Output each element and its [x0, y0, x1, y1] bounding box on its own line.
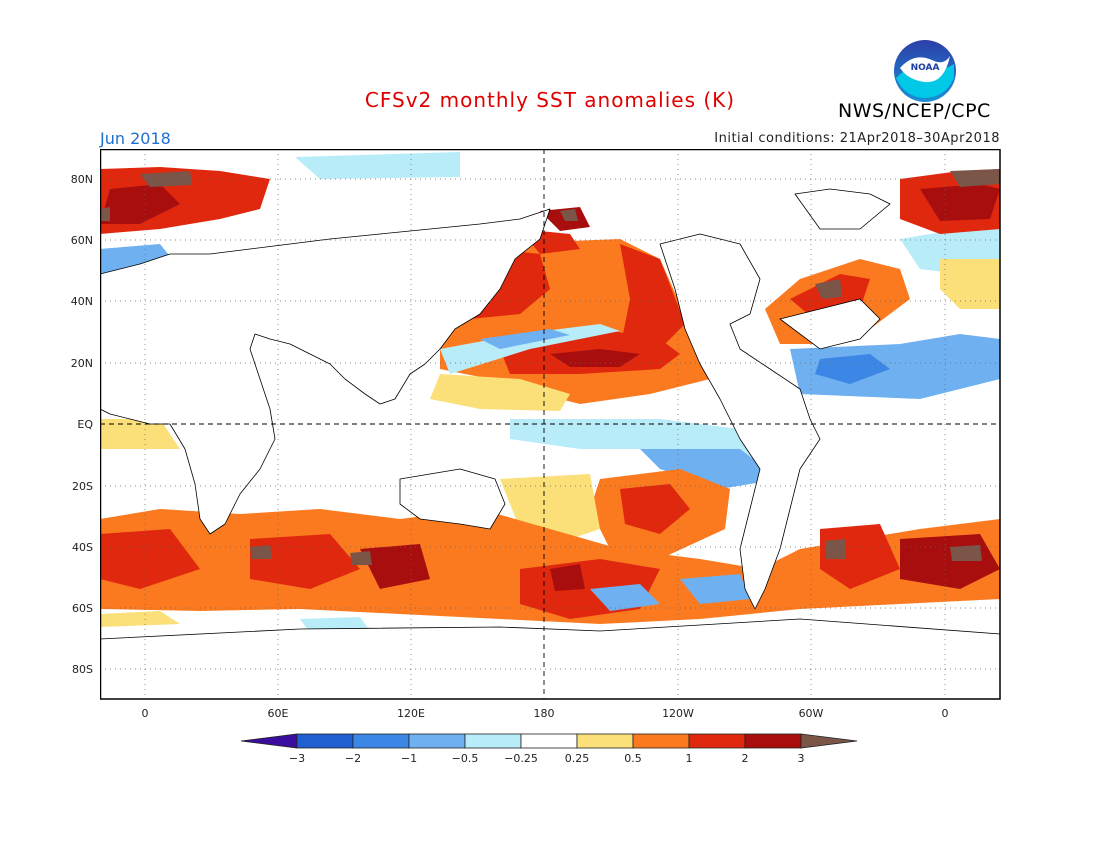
lon-tick: 60W: [799, 707, 824, 720]
colorbar-segment: [464, 733, 522, 749]
initial-conditions: Initial conditions: 21Apr2018–30Apr2018: [714, 131, 1000, 146]
colorbar-segment: [296, 733, 354, 749]
colorbar-tick: −2: [345, 752, 361, 765]
lat-tick: 60N: [71, 234, 93, 247]
colorbar-segment: [520, 733, 578, 749]
lat-tick: 40N: [71, 295, 93, 308]
colorbar-tick: 1: [686, 752, 693, 765]
chart-title: CFSv2 monthly SST anomalies (K): [364, 88, 736, 112]
lon-tick: 120W: [662, 707, 694, 720]
colorbar-tick: −1: [401, 752, 417, 765]
colorbar-tick: −0.25: [504, 752, 538, 765]
lat-tick: 20S: [72, 480, 93, 493]
lat-tick: 20N: [71, 357, 93, 370]
colorbar-tick: −0.5: [452, 752, 479, 765]
lat-tick: 40S: [72, 541, 93, 554]
sst-anomaly-map: [100, 149, 1001, 700]
colorbar-segment: [408, 733, 466, 749]
lon-tick: 60E: [268, 707, 289, 720]
colorbar-min-arrow: [240, 733, 298, 749]
colorbar-max-arrow: [800, 733, 858, 749]
lat-tick: 60S: [72, 602, 93, 615]
colorbar-tick: 3: [798, 752, 805, 765]
noaa-logo: NOAA: [894, 40, 956, 102]
lon-axis: 0 60E 120E 180 120W 60W 0: [142, 707, 949, 720]
lon-tick: 120E: [397, 707, 425, 720]
lat-tick: 80S: [72, 663, 93, 676]
colorbar-segment: [576, 733, 634, 749]
lon-tick: 180: [534, 707, 555, 720]
colorbar-tick: 0.25: [565, 752, 590, 765]
lat-tick: 80N: [71, 173, 93, 186]
lon-tick: 0: [942, 707, 949, 720]
continents: [100, 188, 1001, 700]
colorbar-segment: [352, 733, 410, 749]
colorbar-segment: [744, 733, 802, 749]
colorbar-tick: −3: [289, 752, 305, 765]
map-frame: [100, 149, 1001, 700]
lat-tick: EQ: [77, 418, 93, 431]
colorbar-tick: 0.5: [624, 752, 642, 765]
colorbar-segment: [688, 733, 746, 749]
lon-tick: 0: [142, 707, 149, 720]
colorbar-segment: [632, 733, 690, 749]
reference-lines: [100, 149, 1000, 699]
logo-text: NOAA: [911, 63, 940, 73]
lat-axis: 80N 60N 40N 20N EQ 20S 40S 60S 80S: [71, 173, 94, 676]
agency-label: NWS/NCEP/CPC: [838, 100, 991, 122]
forecast-month: Jun 2018: [100, 129, 171, 148]
colorbar-tick: 2: [742, 752, 749, 765]
colorbar: −3 −2 −1 −0.5 −0.25 0.25 0.5 1 2 3: [240, 733, 858, 765]
